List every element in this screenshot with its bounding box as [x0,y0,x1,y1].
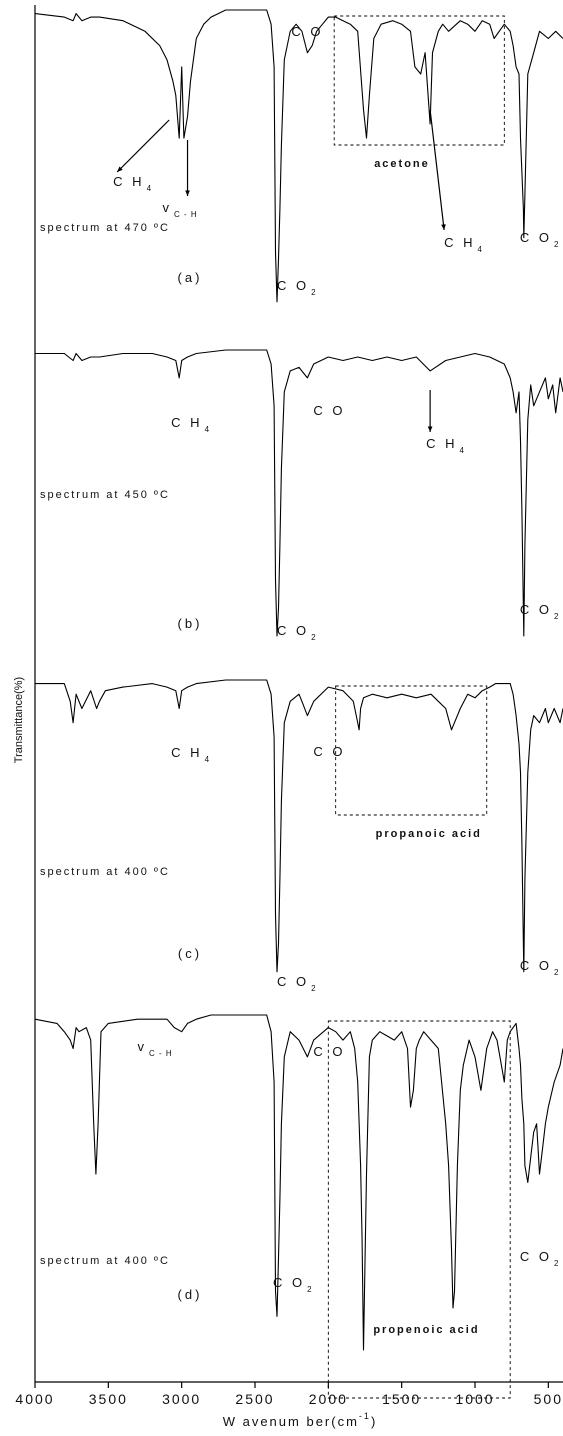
peak-annotation-main: C H [171,745,202,760]
peak-annotation-main: v [138,1039,148,1054]
peak-annotation-main: C O [520,958,552,973]
peak-annotation-sub: 4 [205,425,210,434]
peak-annotation-main: C O [313,744,345,759]
peak-annotation-sub: 2 [554,240,559,249]
x-axis-title: W avenum ber(cm-1) [223,1411,378,1429]
peak-annotation-sub: 4 [478,245,483,254]
peak-annotation-main: C O [520,602,552,617]
peak-annotation-main: C O [277,278,309,293]
panel-tag: (a) [178,270,203,285]
highlight-box-label: propanoic acid [376,828,482,840]
peak-annotation: C O [313,744,345,759]
spectrum-trace [34,1014,563,1351]
spectrum-condition-label: spectrum at 400 ºC [40,1255,170,1267]
peak-annotation-sub: 2 [311,984,316,993]
peak-annotation-main: C H [171,415,202,430]
x-axis-title-sup: -1 [359,1411,371,1421]
peak-annotation-main: C H [426,436,457,451]
spectrum-condition-label: spectrum at 470 ºC [40,222,170,234]
x-tick-label: 1500 [382,1391,421,1407]
annotation-arrow-head [441,224,446,230]
highlight-box [327,1020,511,1399]
highlight-box-label: propenoic acid [373,1324,479,1336]
annotation-arrow-head [427,426,433,432]
highlight-box [335,685,488,816]
x-tick-label: 2500 [235,1391,274,1407]
peak-annotation-main: v [163,200,173,215]
peak-annotation-sub: 2 [554,612,559,621]
x-tick-label: 2000 [309,1391,348,1407]
panel-tag: (d) [178,1287,203,1302]
peak-annotation: C O [291,24,323,39]
peak-annotation-sub: 2 [554,1259,559,1268]
peak-annotation-main: C O [291,24,323,39]
annotation-arrow-head [185,190,190,196]
peak-annotation-main: C O [273,1275,305,1290]
peak-annotation-sub: C - H [149,1049,173,1058]
peak-annotation-sub: C - H [174,210,198,219]
annotation-arrow-head [117,166,123,172]
panel-tag: (b) [178,616,203,631]
spectrum-trace [35,349,563,637]
annotation-arrow [429,109,445,231]
peak-annotation: C O [313,403,345,418]
peak-annotation-main: C O [520,1249,552,1264]
x-tick-label: 3500 [89,1391,128,1407]
peak-annotation-sub: 2 [311,633,316,642]
peak-annotation-sub: 4 [460,446,465,455]
spectrum-condition-label: spectrum at 400 ºC [40,866,170,878]
peak-annotation-sub: 2 [554,968,559,977]
x-tick-label: 3000 [162,1391,201,1407]
peak-annotation-main: C O [313,403,345,418]
peak-annotation-sub: 4 [147,184,152,193]
peak-annotation-main: C O [277,974,309,989]
peak-annotation-sub: 2 [307,1285,312,1294]
panel-tag: (c) [178,946,202,961]
peak-annotation-main: C H [113,174,144,189]
peak-annotation-sub: 2 [311,288,316,297]
peak-annotation-main: C O [277,623,309,638]
peak-annotation-main: C O [520,230,552,245]
x-axis-title-close: ) [371,1414,377,1429]
x-axis-title-main: W avenum ber(cm [223,1414,359,1429]
x-tick-label: 1000 [455,1391,494,1407]
peak-annotation-main: C H [444,235,475,250]
highlight-box-label: acetone [374,158,430,170]
x-tick-label: 500 [534,1391,563,1407]
y-axis-title: Transmittance(%) [13,677,25,763]
x-tick-label: 4000 [15,1391,54,1407]
annotation-arrow [116,119,170,173]
peak-annotation-sub: 4 [205,755,210,764]
spectrum-trace [34,9,563,303]
peak-annotation-main: C O [313,1044,345,1059]
highlight-box [333,15,505,146]
spectrum-trace [35,679,563,973]
x-tick-group: 4000 3500 3000 2500 2000 1500 1000 500 [15,1382,563,1407]
spectrum-condition-label: spectrum at 450 ºC [40,489,170,501]
peak-annotation: C O [313,1044,345,1059]
